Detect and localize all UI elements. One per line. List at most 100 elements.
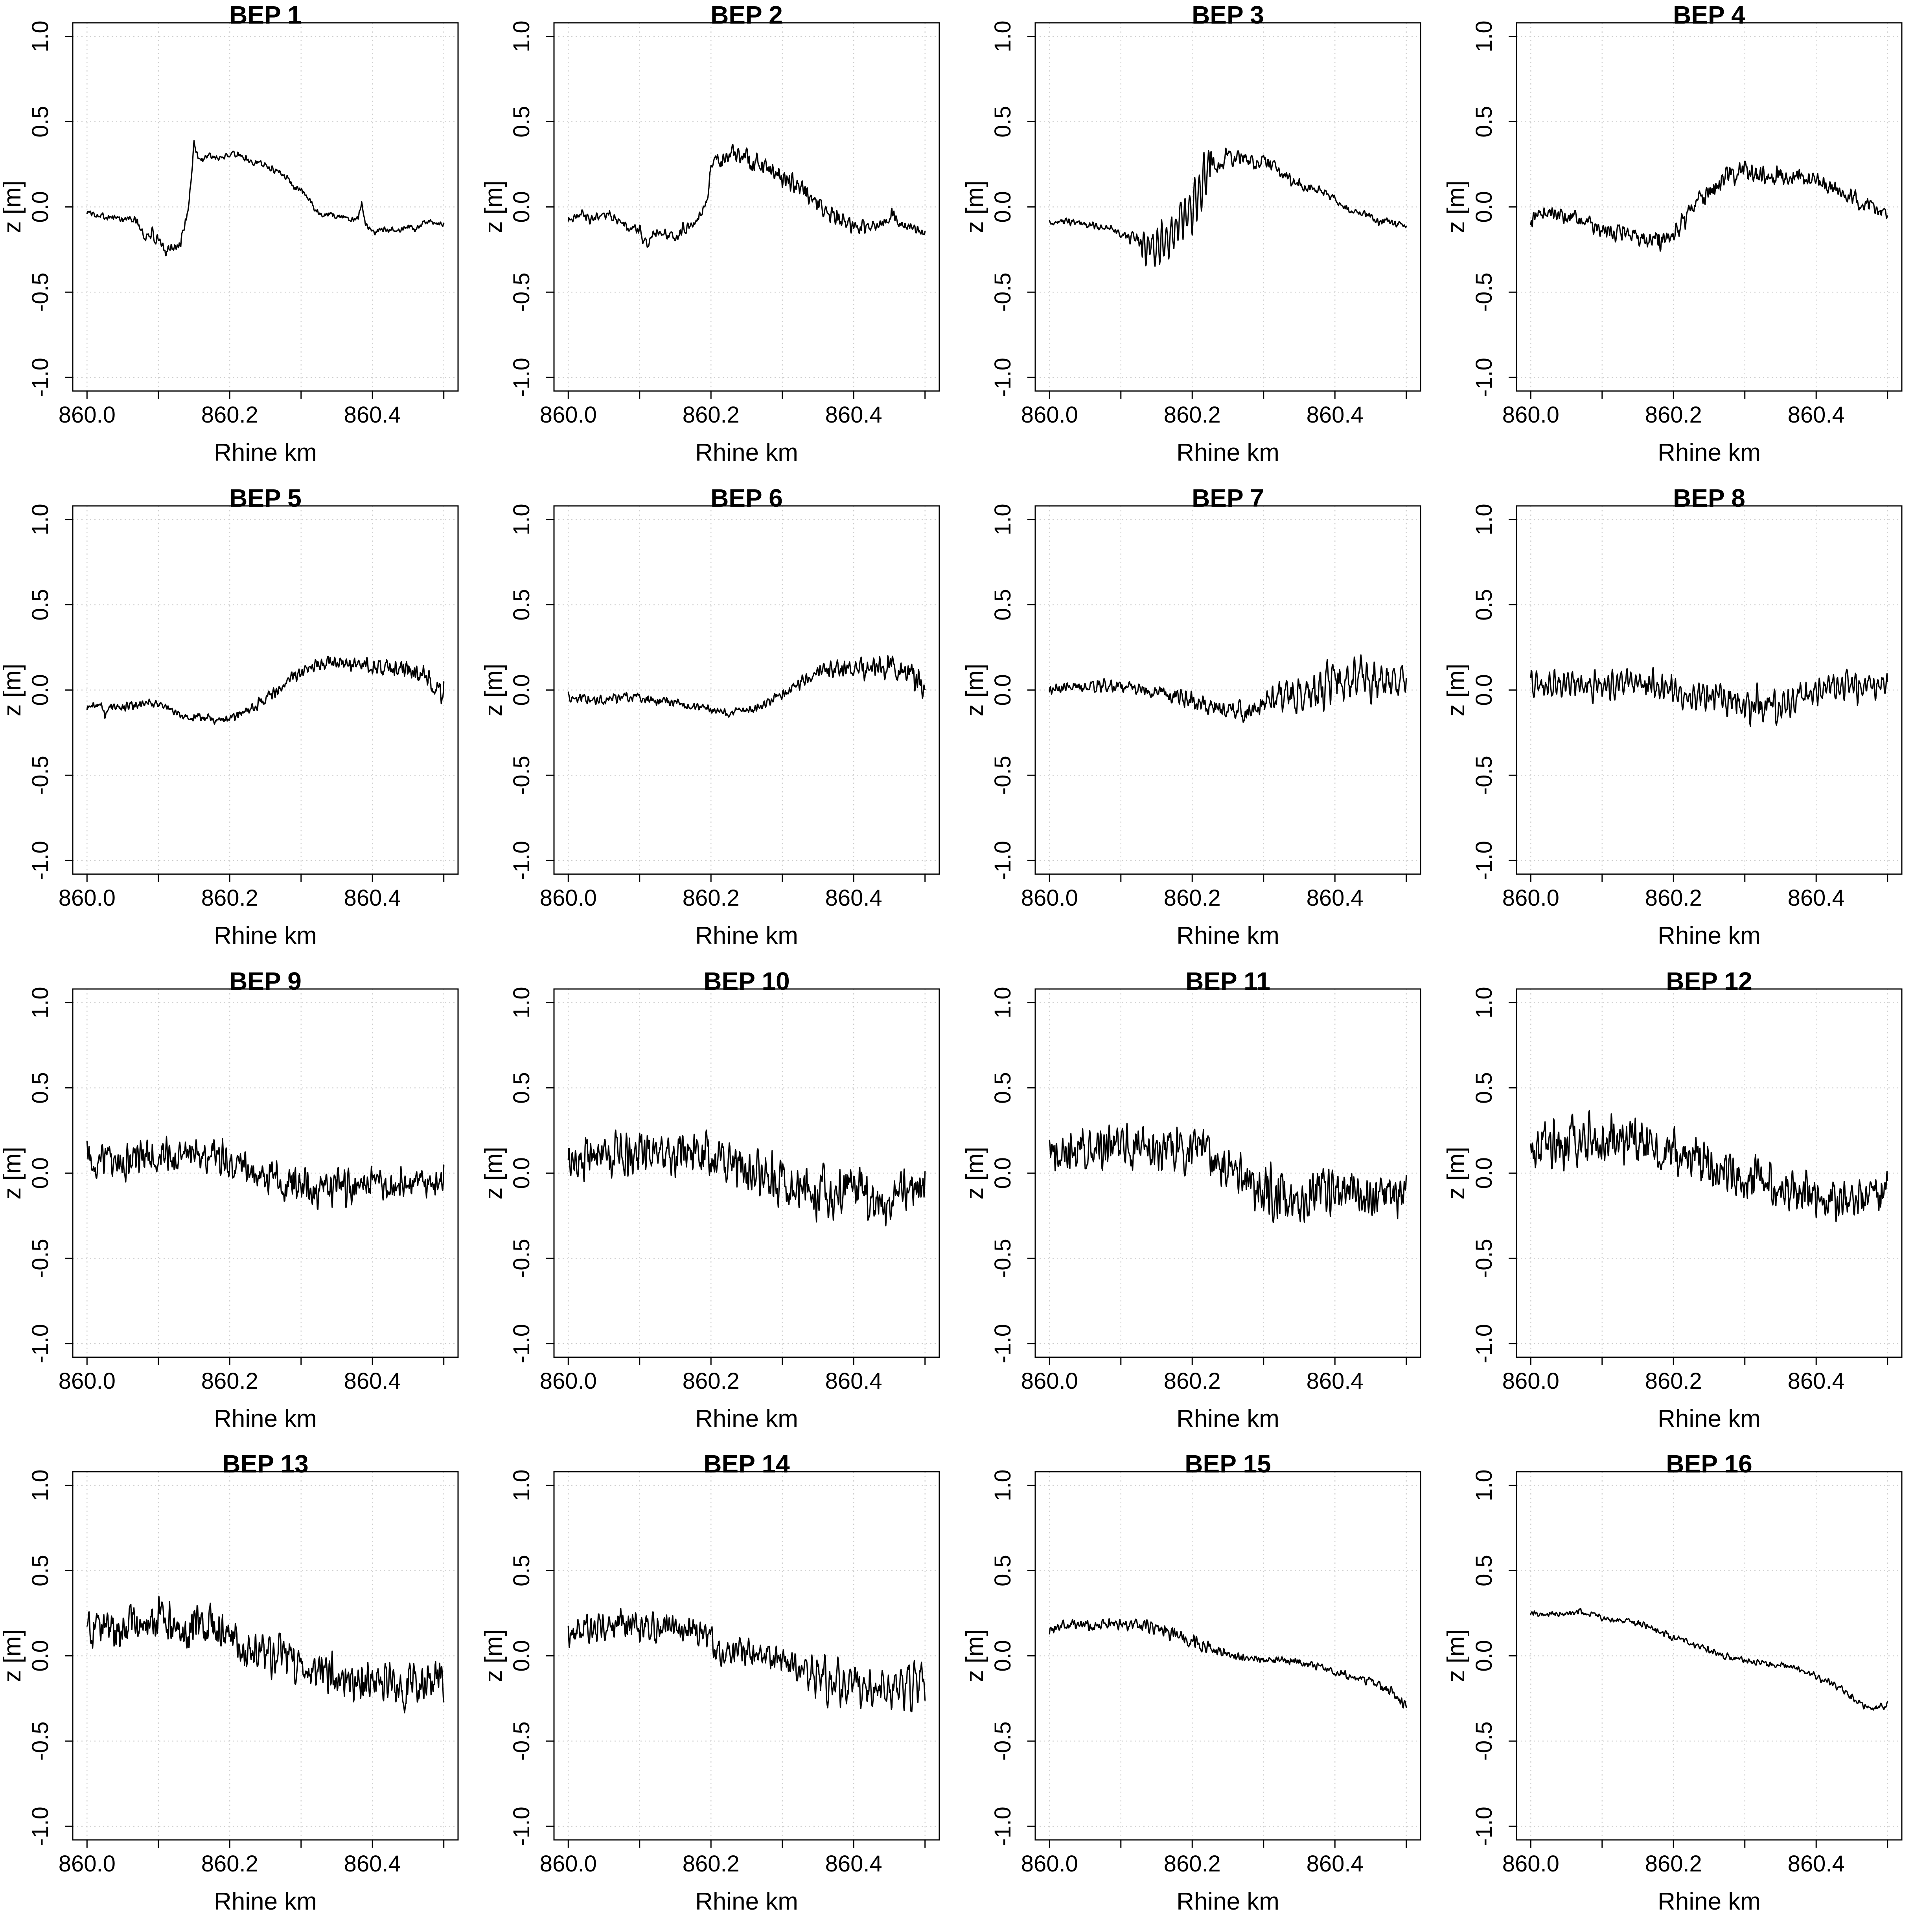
y-tick-label: 0.0 bbox=[509, 1640, 534, 1672]
y-tick-label: 1.0 bbox=[28, 20, 53, 52]
x-tick-label: 860.0 bbox=[1502, 403, 1559, 428]
data-line bbox=[567, 144, 926, 248]
y-tick-label: 1.0 bbox=[990, 1470, 1016, 1502]
x-tick-label: 860.4 bbox=[344, 403, 401, 428]
y-tick-label: 0.0 bbox=[28, 674, 53, 706]
plot-frame bbox=[553, 505, 940, 875]
gridlines bbox=[1516, 989, 1902, 1357]
x-tick-label: 860.2 bbox=[1164, 403, 1221, 428]
axis-ticks bbox=[1509, 518, 1888, 882]
y-tick-label: 0.5 bbox=[990, 589, 1016, 621]
plot-frame bbox=[72, 505, 459, 875]
y-tick-label: -1.0 bbox=[509, 841, 534, 880]
panel-title: BEP 11 bbox=[1185, 967, 1270, 995]
gridlines bbox=[554, 989, 939, 1357]
y-tick-label: -1.0 bbox=[990, 358, 1016, 397]
x-axis-label: Rhine km bbox=[214, 1405, 317, 1432]
x-axis-label: Rhine km bbox=[1176, 922, 1279, 949]
y-axis-label: z [m] bbox=[481, 1147, 507, 1199]
data-line bbox=[1049, 1123, 1407, 1223]
x-tick-label: 860.0 bbox=[1021, 886, 1078, 911]
line-plot-panel: BEP 13 860.0 860.2 860.4 -1.0 -0.5 0.0 0.5 1.0 Rh… bbox=[0, 1450, 459, 1915]
gridlines bbox=[554, 1472, 939, 1840]
line-plot-panel: BEP 8 860.0 860.2 860.4 -1.0 -0.5 0.0 0.5 1.0 Rhi… bbox=[1444, 484, 1903, 949]
gridlines bbox=[554, 506, 939, 874]
line-plot-panel: BEP 11 860.0 860.2 860.4 -1.0 -0.5 0.0 0.5 1.0 Rh… bbox=[962, 967, 1421, 1432]
panel-title: BEP 6 bbox=[710, 484, 783, 512]
panel-title: BEP 16 bbox=[1666, 1450, 1752, 1478]
plot-frame bbox=[1516, 1471, 1903, 1841]
line-plot-panel: BEP 3 860.0 860.2 860.4 -1.0 -0.5 0.0 0.5 1.0 Rhi… bbox=[962, 1, 1421, 466]
data-line bbox=[1049, 147, 1407, 267]
y-axis-label: z [m] bbox=[0, 664, 26, 716]
y-tick-label: 0.5 bbox=[1472, 106, 1497, 138]
plot-frame bbox=[1034, 505, 1421, 875]
x-axis-label: Rhine km bbox=[695, 922, 798, 949]
y-tick-label: 0.5 bbox=[990, 106, 1016, 138]
y-tick-label: 0.5 bbox=[1472, 589, 1497, 621]
plot-frame bbox=[553, 1471, 940, 1841]
x-tick-label: 860.4 bbox=[825, 886, 882, 911]
y-tick-label: -1.0 bbox=[509, 1807, 534, 1846]
data-line bbox=[1530, 1110, 1888, 1222]
y-tick-label: 0.0 bbox=[28, 191, 53, 223]
y-tick-label: -1.0 bbox=[509, 1324, 534, 1363]
y-tick-label: 0.5 bbox=[990, 1555, 1016, 1586]
y-tick-label: 0.0 bbox=[28, 1640, 53, 1672]
data-line bbox=[1530, 667, 1888, 727]
line-plot-panel: BEP 9 860.0 860.2 860.4 -1.0 -0.5 0.0 0.5 1.0 Rhi… bbox=[0, 967, 459, 1432]
y-tick-label: 0.0 bbox=[509, 1157, 534, 1189]
x-tick-label: 860.4 bbox=[1307, 403, 1364, 428]
data-line bbox=[567, 1608, 926, 1713]
x-tick-label: 860.2 bbox=[683, 403, 740, 428]
line-plot-panel: BEP 10 860.0 860.2 860.4 -1.0 -0.5 0.0 0.5 1.0 Rh… bbox=[481, 967, 940, 1432]
x-tick-label: 860.4 bbox=[1307, 886, 1364, 911]
data-line bbox=[567, 655, 926, 718]
y-tick-label: 0.5 bbox=[28, 106, 53, 138]
y-axis-label: z [m] bbox=[962, 1147, 988, 1199]
y-axis-label: z [m] bbox=[1444, 1147, 1470, 1199]
gridlines bbox=[1035, 506, 1421, 874]
gridlines bbox=[73, 22, 458, 391]
x-axis-label: Rhine km bbox=[214, 439, 317, 466]
x-tick-label: 860.0 bbox=[1021, 1368, 1078, 1393]
y-tick-label: -1.0 bbox=[28, 358, 53, 397]
axis-ticks bbox=[546, 518, 926, 882]
x-tick-label: 860.2 bbox=[683, 1368, 740, 1393]
y-tick-label: -1.0 bbox=[990, 1324, 1016, 1363]
y-tick-label: 0.0 bbox=[990, 674, 1016, 706]
x-axis-label: Rhine km bbox=[1176, 1405, 1279, 1432]
x-axis-label: Rhine km bbox=[1658, 1888, 1761, 1915]
y-tick-label: -0.5 bbox=[28, 1239, 53, 1278]
panel-title: BEP 3 bbox=[1192, 1, 1264, 29]
y-tick-label: 0.5 bbox=[509, 106, 534, 138]
y-tick-label: -1.0 bbox=[509, 358, 534, 397]
line-plot-panel: BEP 5 860.0 860.2 860.4 -1.0 -0.5 0.0 0.5 1.0 Rhi… bbox=[0, 484, 459, 949]
y-axis-label: z [m] bbox=[1444, 664, 1470, 716]
x-tick-label: 860.2 bbox=[683, 1851, 740, 1877]
y-tick-label: 1.0 bbox=[990, 987, 1016, 1018]
plot-frame bbox=[553, 988, 940, 1358]
x-tick-label: 860.4 bbox=[344, 1851, 401, 1877]
axis-ticks bbox=[1027, 36, 1407, 399]
x-tick-label: 860.4 bbox=[1788, 1368, 1845, 1393]
y-tick-label: -0.5 bbox=[509, 1722, 534, 1761]
y-tick-label: 0.0 bbox=[1472, 1157, 1497, 1189]
x-tick-label: 860.0 bbox=[1021, 403, 1078, 428]
y-tick-label: -1.0 bbox=[1472, 358, 1497, 397]
plot-frame bbox=[553, 22, 940, 392]
panel-title: BEP 14 bbox=[703, 1450, 790, 1478]
panel-title: BEP 8 bbox=[1673, 484, 1745, 512]
y-tick-label: 0.0 bbox=[1472, 191, 1497, 223]
y-tick-label: 1.0 bbox=[1472, 1470, 1497, 1502]
axis-ticks bbox=[1027, 1485, 1407, 1848]
x-tick-label: 860.0 bbox=[1502, 1851, 1559, 1877]
x-tick-label: 860.2 bbox=[683, 886, 740, 911]
plot-frame bbox=[1516, 22, 1903, 392]
axis-ticks bbox=[65, 518, 445, 882]
x-tick-label: 860.4 bbox=[344, 886, 401, 911]
y-tick-label: -1.0 bbox=[28, 1807, 53, 1846]
y-tick-label: 0.0 bbox=[990, 1157, 1016, 1189]
plot-frame bbox=[72, 22, 459, 392]
x-tick-label: 860.4 bbox=[1307, 1851, 1364, 1877]
